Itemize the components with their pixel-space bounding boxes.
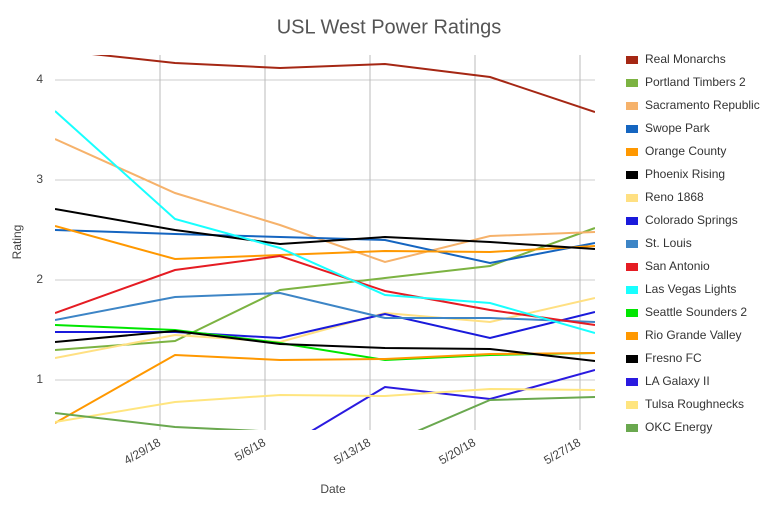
legend-label: Real Monarchs (645, 52, 726, 66)
y-tick-label: 3 (36, 172, 43, 186)
x-tick-label: 4/29/18 (121, 435, 163, 467)
series-line (55, 329, 595, 362)
legend-swatch (626, 378, 638, 386)
y-tick-label: 2 (36, 272, 43, 286)
legend-swatch (626, 263, 638, 271)
series-line (55, 387, 595, 423)
legend-label: Seattle Sounders 2 (645, 305, 747, 319)
legend-label: St. Louis (645, 236, 692, 250)
legend-label: Tulsa Roughnecks (645, 397, 744, 411)
legend-swatch (626, 401, 638, 409)
legend-label: Reno 1868 (645, 190, 704, 204)
series-line (55, 225, 595, 261)
plot-area (55, 55, 595, 430)
legend-swatch (626, 79, 638, 87)
legend-swatch (626, 194, 638, 202)
series-line (55, 229, 595, 265)
legend-label: Phoenix Rising (645, 167, 725, 181)
legend-swatch (626, 171, 638, 179)
series-line (311, 369, 595, 430)
legend-swatch (626, 102, 638, 110)
x-tick-label: 5/13/18 (331, 435, 373, 467)
x-tick-label: 5/20/18 (436, 435, 478, 467)
legend-swatch (626, 309, 638, 317)
series-line (55, 110, 595, 334)
legend-label: Colorado Springs (645, 213, 738, 227)
legend-swatch (626, 355, 638, 363)
legend-swatch (626, 56, 638, 64)
legend-label: Orange County (645, 144, 726, 158)
legend-swatch (626, 217, 638, 225)
series-line (55, 396, 595, 430)
legend-swatch (626, 148, 638, 156)
legend-label: OKC Energy (645, 420, 712, 434)
x-tick-label: 5/6/18 (232, 435, 268, 464)
legend-label: Rio Grande Valley (645, 328, 742, 342)
x-axis-label: Date (320, 482, 346, 496)
chart-title: USL West Power Ratings (277, 16, 502, 38)
legend-label: Fresno FC (645, 351, 702, 365)
series-line (55, 352, 595, 424)
legend-swatch (626, 332, 638, 340)
y-tick-label: 4 (36, 72, 43, 86)
series-line (55, 291, 595, 323)
y-axis-label: Rating (10, 225, 24, 260)
legend-label: Portland Timbers 2 (645, 75, 746, 89)
series-line (91, 55, 595, 113)
legend-label: San Antonio (645, 259, 710, 273)
x-tick-label: 5/27/18 (541, 435, 583, 467)
legend-swatch (626, 286, 638, 294)
legend-swatch (626, 424, 638, 432)
legend-label: Swope Park (645, 121, 711, 135)
legend-swatch (626, 125, 638, 133)
legend-swatch (626, 240, 638, 248)
series-line (55, 254, 595, 326)
legend-label: LA Galaxy II (645, 374, 710, 388)
series-line (55, 208, 595, 250)
y-tick-label: 1 (36, 372, 43, 386)
legend-label: Sacramento Republic (645, 98, 760, 112)
legend-label: Las Vegas Lights (645, 282, 736, 296)
series-line (55, 138, 595, 264)
